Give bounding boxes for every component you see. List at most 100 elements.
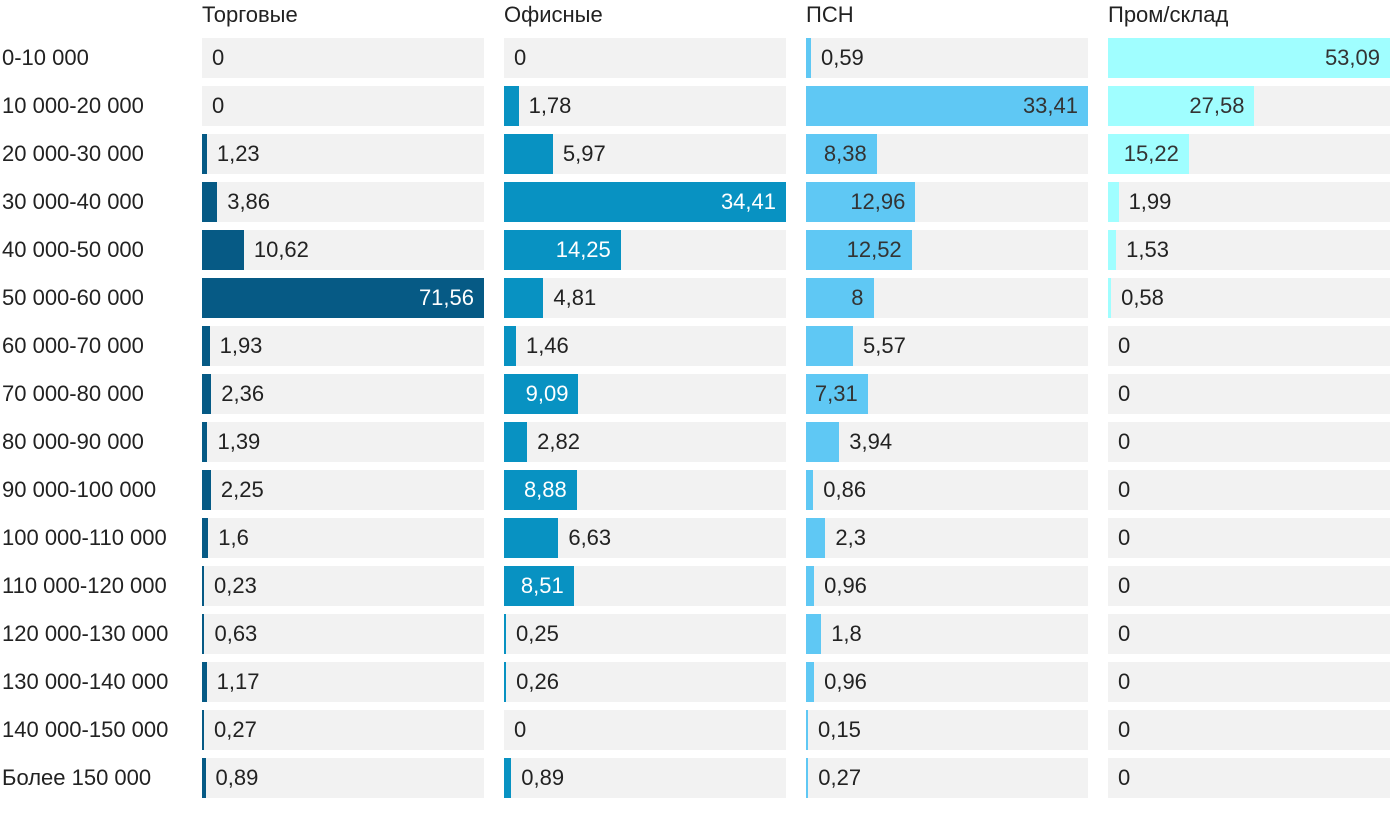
data-label: 14,25	[555, 237, 611, 262]
bar	[1108, 278, 1112, 318]
bar	[806, 230, 912, 270]
bar-track: 2,82	[504, 422, 786, 462]
data-label: 5,57	[863, 333, 906, 358]
bar-track: 8	[806, 278, 1088, 318]
bar	[504, 662, 507, 702]
data-label: 3,86	[227, 189, 271, 214]
bar	[504, 230, 621, 270]
data-label: 2,3	[835, 525, 866, 550]
bar-track: 0,27	[806, 758, 1088, 798]
data-label: 8,88	[523, 477, 567, 502]
bar	[202, 662, 207, 702]
bar-track: 0,26	[504, 662, 786, 702]
bar-track: 0,89	[202, 758, 484, 798]
bar-track: 1,53	[1108, 230, 1390, 270]
row-label: 30 000-40 000	[2, 189, 144, 214]
bar-track: 1,78	[504, 86, 786, 126]
bar-track: 0	[202, 38, 484, 78]
data-label: 2,25	[220, 477, 264, 502]
data-label: 0,23	[214, 573, 257, 598]
data-label: 1,23	[216, 141, 260, 166]
bar	[806, 518, 826, 558]
bar	[1108, 38, 1390, 78]
bar	[1108, 86, 1255, 126]
bar	[504, 182, 786, 222]
bar-track: 0	[504, 710, 786, 750]
bar-track: 2,3	[806, 518, 1088, 558]
row-label: 70 000-80 000	[2, 381, 144, 406]
bar-track: 0,96	[806, 566, 1088, 606]
column-title: Торговые	[202, 2, 298, 27]
bar-track: 2,36	[202, 374, 484, 414]
data-label: 53,09	[1324, 45, 1380, 70]
bar	[806, 470, 814, 510]
bar	[202, 614, 205, 654]
bar	[806, 710, 808, 750]
bar-track: 6,63	[504, 518, 786, 558]
bar	[806, 614, 822, 654]
bar-track: 0,25	[504, 614, 786, 654]
bar-track: 0,15	[806, 710, 1088, 750]
bar-track: 5,57	[806, 326, 1088, 366]
data-label: 0,59	[820, 45, 864, 70]
data-label: 0	[212, 93, 225, 118]
bar-track: 0	[1108, 374, 1390, 414]
bar	[806, 134, 877, 174]
data-label: 0	[212, 45, 225, 70]
data-label: 0	[1118, 333, 1131, 358]
data-label: 1,17	[216, 669, 260, 694]
bar	[202, 182, 218, 222]
data-label: 0,86	[823, 477, 867, 502]
bar-track: 0	[1108, 422, 1390, 462]
data-label: 0,26	[516, 669, 559, 694]
data-label: 1,93	[219, 333, 263, 358]
data-label: 0,15	[818, 717, 861, 742]
bar	[504, 614, 507, 654]
bar-track: 12,52	[806, 230, 1088, 270]
bar-track: 14,25	[504, 230, 786, 270]
bar-track: 1,39	[202, 422, 484, 462]
data-label: 6,63	[568, 525, 612, 550]
bar-track: 0	[1108, 614, 1390, 654]
data-label: 0	[1118, 573, 1131, 598]
data-label: 4,81	[553, 285, 597, 310]
data-label: 7,31	[814, 381, 858, 406]
data-label: 0,89	[215, 765, 259, 790]
data-label: 34,41	[720, 189, 776, 214]
bar-track: 0	[1108, 566, 1390, 606]
bar-track: 0	[1108, 326, 1390, 366]
row-label: 130 000-140 000	[2, 669, 169, 694]
bar	[504, 470, 577, 510]
data-label: 10,62	[253, 237, 309, 262]
bar-track: 53,09	[1108, 38, 1390, 78]
data-label: 0,96	[824, 669, 867, 694]
bar-track: 0	[504, 38, 786, 78]
data-label: 71,56	[418, 285, 474, 310]
bar-track: 1,17	[202, 662, 484, 702]
data-label: 0	[1118, 381, 1131, 406]
data-label: 3,94	[849, 429, 893, 454]
bar-track: 0,86	[806, 470, 1088, 510]
data-label: 0	[1118, 765, 1131, 790]
data-label: 1,99	[1128, 189, 1172, 214]
column-title: ПСН	[806, 2, 854, 27]
bar-track: 9,09	[504, 374, 786, 414]
bar-track: 1,99	[1108, 182, 1390, 222]
bar-track: 0	[1108, 710, 1390, 750]
row-label: 50 000-60 000	[2, 285, 144, 310]
bar-track: 1,46	[504, 326, 786, 366]
bar	[202, 374, 212, 414]
bar-track: 0,27	[202, 710, 484, 750]
data-label: 1,78	[528, 93, 572, 118]
bar	[202, 326, 210, 366]
bar	[504, 326, 516, 366]
column-title: Офисные	[504, 2, 603, 27]
bar-track: 0,23	[202, 566, 484, 606]
data-label: 1,39	[217, 429, 261, 454]
bar-track: 0	[1108, 470, 1390, 510]
data-label: 8,51	[520, 573, 564, 598]
row-label: 110 000-120 000	[2, 573, 167, 598]
column-title: Пром/склад	[1108, 2, 1229, 27]
bar-track: 27,58	[1108, 86, 1390, 126]
